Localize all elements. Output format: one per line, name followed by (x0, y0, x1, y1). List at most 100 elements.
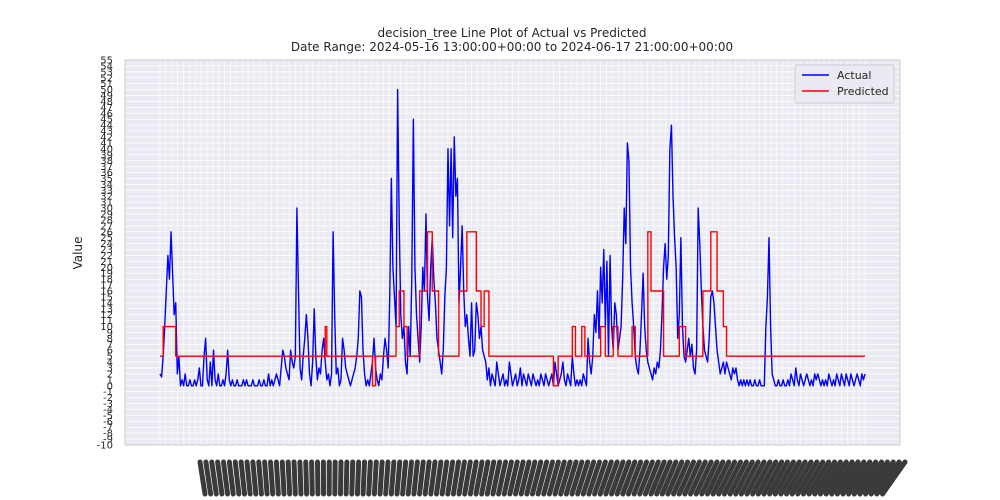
x-tick-label-mark (541, 459, 555, 497)
x-tick-label-mark (846, 459, 873, 497)
x-tick-label-mark (518, 459, 532, 497)
x-tick-label-mark (285, 459, 293, 497)
y-tick-label: -4 (103, 405, 113, 416)
x-tick-label-mark (580, 459, 597, 497)
y-tick-label: -2 (103, 393, 113, 404)
x-tick-label-mark (642, 459, 661, 497)
x-tick-label-mark (524, 459, 538, 497)
x-tick-label-mark (422, 459, 432, 497)
x-tick-label-mark (366, 459, 373, 497)
x-tick-label-mark (428, 459, 438, 497)
x-tick-label-mark (648, 459, 667, 497)
x-tick-label-mark (371, 459, 379, 497)
y-tick-label: 35 (100, 174, 113, 185)
x-tick-label-mark (473, 459, 485, 497)
x-tick-label-mark (450, 459, 461, 497)
y-tick-label: 25 (100, 233, 113, 244)
x-tick-label-mark (197, 459, 208, 497)
x-tick-label-mark (349, 459, 356, 497)
x-tick-label-mark (467, 459, 479, 497)
y-tick-label: 2 (107, 369, 113, 380)
y-tick-label: 13 (100, 304, 113, 315)
x-tick-label-mark (303, 459, 310, 497)
x-tick-label-mark (733, 459, 755, 497)
x-tick-label-mark (496, 459, 508, 497)
y-axis: -10-9-8-7-6-5-4-3-2-10123456789101112131… (97, 56, 113, 452)
x-tick-label-mark (563, 459, 579, 497)
y-tick-label: 39 (100, 150, 113, 161)
x-tick-label-mark (659, 459, 679, 497)
x-tick-label-mark (778, 459, 802, 497)
x-tick-label-mark (800, 459, 826, 497)
x-axis (197, 459, 908, 497)
x-tick-label-mark (388, 459, 397, 497)
y-tick-label: 34 (100, 180, 113, 191)
y-tick-label: 11 (100, 316, 113, 327)
y-tick-label: 37 (100, 162, 113, 173)
y-tick-label: 7 (107, 340, 113, 351)
y-tick-label: 54 (100, 61, 113, 72)
x-tick-label-mark (812, 459, 837, 497)
x-tick-label-mark (874, 459, 902, 497)
y-tick-label: 29 (100, 210, 113, 221)
x-tick-label-mark (727, 459, 749, 497)
y-tick-label: 55 (100, 56, 113, 67)
x-tick-label-mark (750, 459, 773, 497)
x-tick-label-mark (383, 459, 391, 497)
y-tick-label: 23 (100, 245, 113, 256)
x-tick-label-mark (857, 459, 884, 497)
x-tick-label-mark (693, 459, 714, 497)
x-tick-label-mark (784, 459, 808, 497)
x-tick-label-mark (716, 459, 738, 497)
x-tick-label-mark (221, 459, 231, 497)
chart-subtitle: Date Range: 2024-05-16 13:00:00+00:00 to… (291, 40, 733, 54)
x-tick-label-mark (710, 459, 732, 497)
x-tick-label-mark (676, 459, 696, 497)
x-tick-label-mark (501, 459, 514, 497)
y-tick-label: 27 (100, 221, 113, 232)
x-tick-label-mark (806, 459, 832, 497)
y-tick-label: 14 (100, 298, 113, 309)
x-tick-label-mark (215, 459, 225, 497)
x-tick-label-mark (507, 459, 520, 497)
y-tick-label: 40 (100, 144, 113, 155)
x-tick-label-mark (704, 459, 726, 497)
x-tick-label-mark (592, 459, 608, 497)
y-tick-label: 48 (100, 97, 113, 108)
y-tick-label: 36 (100, 168, 113, 179)
y-tick-label: 21 (100, 257, 113, 268)
y-tick-label: 49 (100, 91, 113, 102)
x-tick-label-mark (834, 459, 861, 497)
x-tick-label-mark (620, 459, 638, 497)
x-tick-label-mark (268, 459, 276, 497)
x-tick-label-mark (250, 459, 259, 497)
x-tick-label-mark (529, 459, 544, 497)
y-tick-label: 18 (100, 275, 113, 286)
plot-frame (124, 59, 901, 446)
x-tick-label-mark (851, 459, 879, 497)
y-tick-label: 5 (107, 352, 113, 363)
x-tick-label-mark (238, 459, 248, 497)
chart-title: decision_tree Line Plot of Actual vs Pre… (378, 26, 647, 40)
x-tick-label-mark (614, 459, 632, 497)
y-tick-label: 3 (107, 364, 113, 375)
y-tick-label: 30 (100, 204, 113, 215)
x-tick-label-mark (354, 459, 362, 497)
x-tick-label-mark (688, 459, 708, 497)
x-tick-label-mark (343, 459, 350, 497)
y-tick-label: 15 (100, 292, 113, 303)
x-tick-label-mark (863, 459, 890, 497)
x-tick-label-mark (631, 459, 649, 497)
x-tick-label-mark (377, 459, 385, 497)
x-tick-label-mark (513, 459, 526, 497)
x-tick-label-mark (569, 459, 585, 497)
x-tick-label-mark (309, 459, 315, 497)
x-tick-label-mark (445, 459, 456, 497)
x-tick-label-mark (400, 459, 409, 497)
y-tick-label: 33 (100, 186, 113, 197)
x-tick-label-mark (338, 459, 344, 497)
y-tick-label: 4 (107, 358, 113, 369)
x-tick-label-mark (823, 459, 849, 497)
y-tick-label: 28 (100, 215, 113, 226)
